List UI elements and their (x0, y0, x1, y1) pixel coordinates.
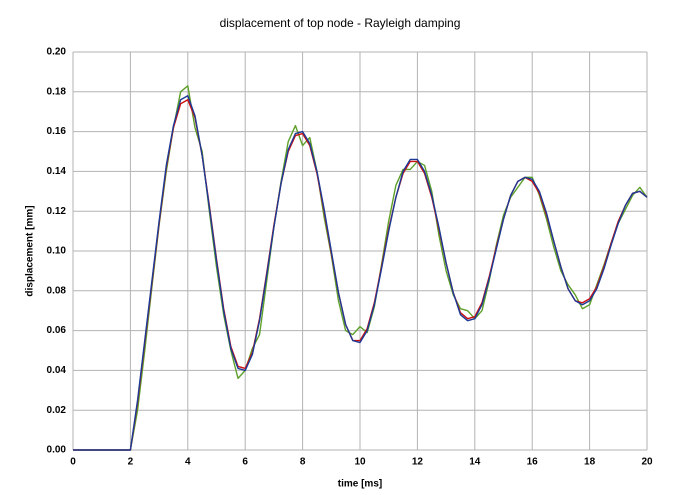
y-tick-label: 0.12 (47, 206, 67, 217)
x-tick-label: 4 (185, 457, 191, 468)
x-tick-label: 14 (469, 457, 481, 468)
y-tick-label: 0.18 (47, 86, 67, 97)
y-tick-label: 0.04 (47, 365, 67, 376)
y-tick-label: 0.06 (47, 325, 67, 336)
y-tick-label: 0.08 (47, 285, 67, 296)
x-tick-label: 6 (242, 457, 248, 468)
x-axis-title: time [ms] (338, 479, 382, 490)
x-tick-label: 10 (354, 457, 366, 468)
y-axis-title: displacement [mm] (25, 205, 36, 296)
x-tick-label: 12 (412, 457, 424, 468)
x-tick-label: 18 (584, 457, 596, 468)
x-tick-label: 8 (300, 457, 306, 468)
y-tick-label: 0.02 (47, 405, 67, 416)
x-tick-label: 20 (641, 457, 653, 468)
y-tick-label: 0.14 (47, 166, 67, 177)
chart-title: displacement of top node - Rayleigh damp… (220, 16, 461, 30)
series-line (73, 95, 648, 451)
x-tick-label: 2 (128, 457, 134, 468)
x-tick-label: 0 (70, 457, 76, 468)
y-tick-label: 0.20 (47, 47, 67, 58)
y-tick-label: 0.16 (47, 126, 67, 137)
y-tick-label: 0.10 (47, 246, 67, 257)
y-tick-label: 0.00 (47, 445, 67, 456)
x-tick-label: 16 (527, 457, 539, 468)
